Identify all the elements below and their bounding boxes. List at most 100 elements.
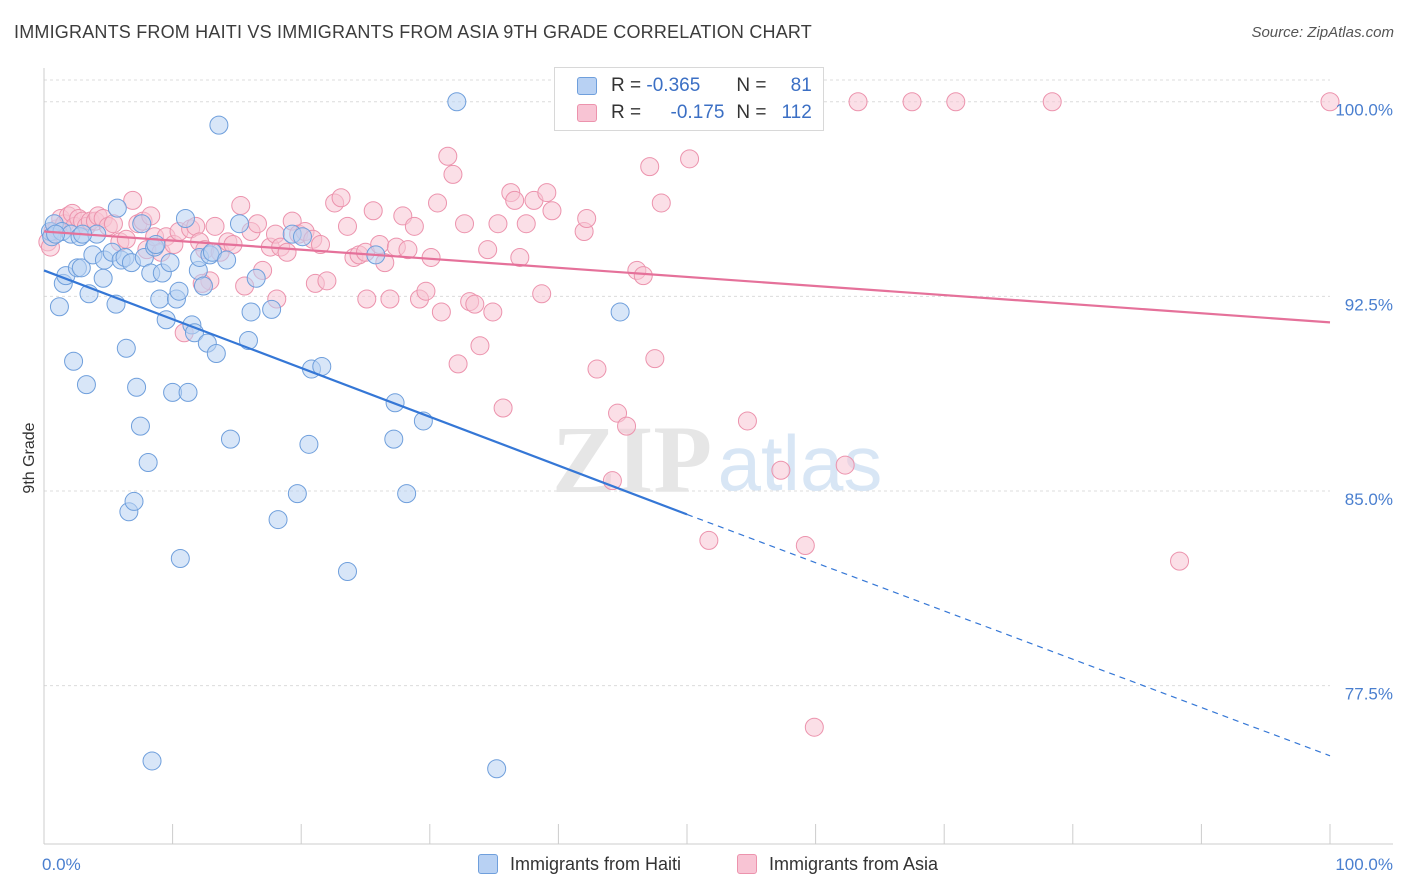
haiti-point[interactable] [287,484,307,504]
asia-point[interactable] [587,359,607,379]
haiti-point[interactable] [138,452,158,472]
legend-item-asia[interactable]: Immigrants from Asia [737,852,938,876]
haiti-point[interactable] [238,331,258,351]
haiti-point[interactable] [46,224,66,244]
asia-point[interactable] [483,302,503,322]
haiti-point[interactable] [127,377,147,397]
haiti-point[interactable] [299,434,319,454]
haiti-point[interactable] [447,92,467,112]
asia-point[interactable] [317,271,337,291]
haiti-point[interactable] [64,351,84,371]
haiti-point[interactable] [217,250,237,270]
haiti-point[interactable] [49,297,69,317]
asia-point[interactable] [357,289,377,309]
asia-point[interactable] [363,201,383,221]
asia-point[interactable] [478,240,498,260]
asia-point[interactable] [380,289,400,309]
asia-point[interactable] [448,354,468,374]
asia-point[interactable] [633,266,653,286]
haiti-point[interactable] [337,561,357,581]
haiti-point[interactable] [150,289,170,309]
asia-point[interactable] [404,216,424,236]
haiti-point[interactable] [246,268,266,288]
haiti-point[interactable] [397,484,417,504]
haiti-point[interactable] [229,214,249,234]
haiti-point[interactable] [206,343,226,363]
asia-point[interactable] [835,455,855,475]
asia-point[interactable] [337,216,357,236]
asia-point[interactable] [699,530,719,550]
asia-point[interactable] [848,92,868,112]
asia-point[interactable] [247,214,267,234]
asia-point[interactable] [577,209,597,229]
haiti-point[interactable] [142,751,162,771]
haiti-point[interactable] [132,214,152,234]
asia-point[interactable] [617,416,637,436]
asia-point[interactable] [116,229,136,249]
haiti-point[interactable] [241,302,261,322]
asia-point[interactable] [532,284,552,304]
haiti-point[interactable] [76,375,96,395]
haiti-point[interactable] [487,759,507,779]
asia-point[interactable] [902,92,922,112]
haiti-point[interactable] [107,198,127,218]
asia-point[interactable] [680,149,700,169]
haiti-point[interactable] [170,549,190,569]
asia-point[interactable] [205,216,225,236]
haiti-point[interactable] [71,258,91,278]
asia-point[interactable] [640,157,660,177]
asia-point[interactable] [465,294,485,314]
haiti-point[interactable] [209,115,229,135]
haiti-point[interactable] [178,382,198,402]
asia-point[interactable] [277,242,297,262]
asia-point[interactable] [398,240,418,260]
asia-point[interactable] [510,247,530,267]
asia-point[interactable] [231,196,251,216]
asia-point[interactable] [1042,92,1062,112]
haiti-point[interactable] [610,302,630,322]
asia-point[interactable] [431,302,451,322]
haiti-point[interactable] [124,491,144,511]
asia-point[interactable] [795,536,815,556]
legend-item-haiti[interactable]: Immigrants from Haiti [478,852,681,876]
haiti-point[interactable] [292,227,312,247]
haiti-point[interactable] [384,429,404,449]
haiti-point[interactable] [268,510,288,530]
asia-point[interactable] [331,188,351,208]
asia-point[interactable] [737,411,757,431]
asia-point[interactable] [470,336,490,356]
y-axis-label: 9th Grade [21,422,38,494]
haiti-point[interactable] [116,338,136,358]
haiti-point[interactable] [220,429,240,449]
asia-point[interactable] [1320,92,1340,112]
asia-point[interactable] [771,460,791,480]
asia-point[interactable] [493,398,513,418]
asia-point[interactable] [416,281,436,301]
haiti-point[interactable] [193,276,213,296]
asia-point[interactable] [310,234,330,254]
asia-point[interactable] [946,92,966,112]
asia-point[interactable] [428,193,448,213]
haiti-point[interactable] [130,416,150,436]
asia-point[interactable] [537,183,557,203]
asia-point[interactable] [516,214,536,234]
asia-point[interactable] [804,717,824,737]
haiti-point[interactable] [93,268,113,288]
haiti-point[interactable] [160,253,180,273]
haiti-point[interactable] [169,281,189,301]
asia-point[interactable] [645,349,665,369]
asia-point[interactable] [608,403,628,423]
asia-point[interactable] [438,146,458,166]
asia-point[interactable] [542,201,562,221]
asia-point[interactable] [443,164,463,184]
haiti-point[interactable] [175,209,195,229]
asia-point[interactable] [488,214,508,234]
haiti-point[interactable] [262,299,282,319]
asia-point[interactable] [505,190,525,210]
stats-row-asia: R = -0.175 N = 112 [577,100,812,126]
asia-point[interactable] [455,214,475,234]
asia-point[interactable] [103,214,123,234]
asia-point[interactable] [651,193,671,213]
asia-point[interactable] [123,190,143,210]
asia-point[interactable] [1170,551,1190,571]
